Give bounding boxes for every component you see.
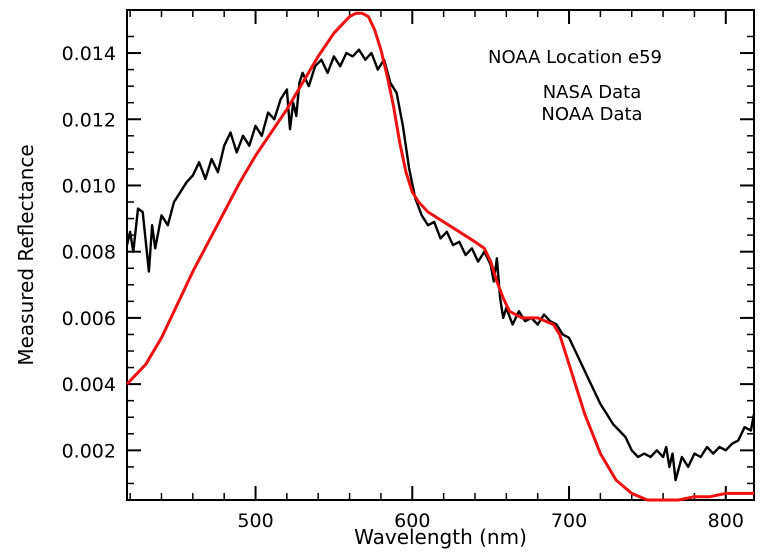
- x-tick-label: 600: [394, 510, 430, 532]
- y-tick-label: 0.010: [62, 175, 116, 197]
- series-line-noaa-data: [125, 11, 754, 502]
- legend-entry-nasa: NASA Data: [543, 82, 642, 103]
- x-axis-label: Wavelength (nm): [354, 525, 527, 549]
- y-tick-label: 0.008: [62, 242, 116, 264]
- y-tick-label: 0.002: [62, 440, 116, 462]
- plot-area: [126, 9, 755, 501]
- legend-entry-noaa: NOAA Data: [541, 104, 642, 125]
- series-line-nasa-data: [125, 48, 756, 482]
- chart-annotation: NOAA Location e59: [488, 47, 662, 68]
- series-layer: [125, 11, 756, 502]
- y-tick-label: 0.012: [62, 109, 116, 131]
- x-tick-label: 800: [708, 510, 744, 532]
- x-tick-label: 700: [551, 510, 587, 532]
- y-tick-label: 0.004: [62, 374, 116, 396]
- y-axis-label: Measured Reflectance: [14, 144, 38, 365]
- x-tick-label: 500: [237, 510, 273, 532]
- y-axis: 0.002 0.004 0.006 0.008 0.010 0.012 0.014: [62, 35, 754, 501]
- x-axis: 500 600 700 800: [129, 10, 744, 532]
- y-tick-label: 0.006: [62, 308, 116, 330]
- y-tick-label: 0.014: [62, 43, 116, 65]
